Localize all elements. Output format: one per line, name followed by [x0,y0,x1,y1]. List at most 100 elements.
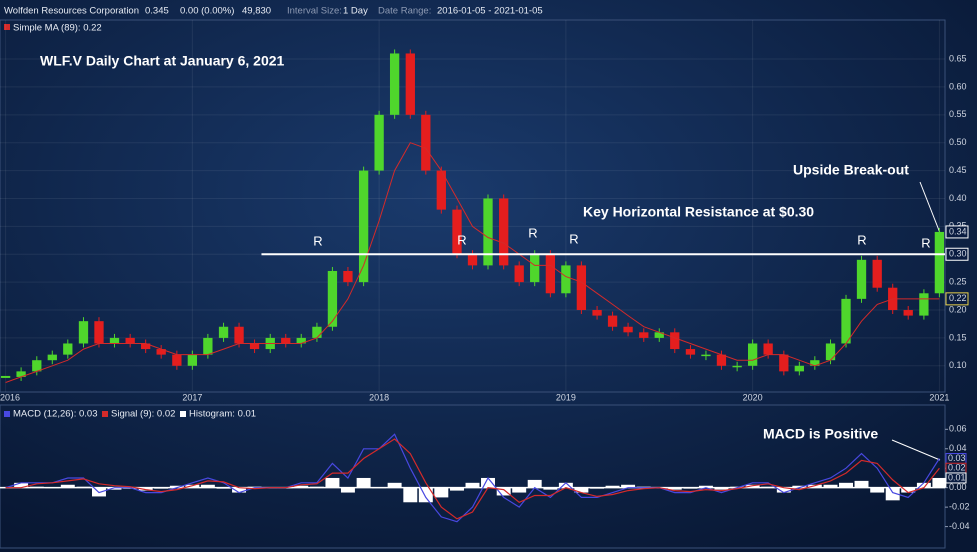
candle [716,354,727,366]
candle [639,332,649,338]
candle [561,265,571,294]
candle [327,270,338,327]
histogram-bar [512,487,527,493]
company: Wolfden Resources Corporation [4,6,139,17]
candle [0,375,11,378]
volume: 49,830 [242,6,271,17]
histogram-bar [387,482,402,488]
histogram-bar [605,485,620,488]
y-tick-label: 0.06 [949,424,967,434]
candle [607,315,618,327]
histogram-bar [714,487,729,490]
candle [249,343,260,350]
price-tag [945,292,969,306]
candle [172,354,182,366]
candle [405,53,415,115]
candle [685,349,696,355]
resistance-marker: R [528,225,537,240]
candle [654,332,664,338]
histogram-bar [434,487,449,498]
histogram-bar [200,484,215,488]
candle [872,259,882,288]
candle [16,371,26,377]
histogram-bar [776,487,791,493]
range: 2016-01-05 - 2021-01-05 [437,6,543,17]
histogram-bar [792,485,807,488]
price-panel [0,19,946,393]
resistance-marker: R [569,231,578,246]
candle [374,114,384,171]
price: 0.345 [145,6,169,17]
candle [934,231,945,294]
macd-tag-label: 0.02 [948,463,966,473]
candle [825,343,836,361]
legend-swatch [4,411,10,417]
x-tick-label: 2019 [556,392,576,402]
y-tick-label: 0.40 [949,193,967,203]
macd-tag-label: 0.01 [948,472,966,482]
price-tag-label: 0.34 [949,226,967,236]
macd-line [5,438,940,520]
candle [530,254,540,283]
candle [919,293,929,316]
resistance-marker: R [313,233,322,248]
candle [32,360,42,372]
moving-average [5,142,940,383]
candle [436,170,446,210]
candle [296,337,306,344]
candle [856,259,867,299]
candle [203,337,213,355]
candle [747,343,758,366]
candle [763,343,773,355]
histogram-bar [403,487,418,503]
candle [701,354,711,357]
candle [109,337,120,344]
y-tick-label: 0.25 [949,277,967,287]
histogram-bar [496,487,511,496]
histogram-bar [916,482,931,488]
candle [467,254,478,266]
resistance-marker: R [457,232,466,247]
candle [732,365,742,368]
histogram-bar [14,482,29,488]
interval-label: Interval Size: [287,6,342,17]
price-tag [945,225,969,239]
x-tick-label: 2018 [369,392,389,402]
y-tick-label: -0.02 [949,502,970,512]
x-tick-label: 2017 [182,392,202,402]
legend-entry: MACD (12,26): 0.03 [13,409,97,420]
arrow [891,439,941,461]
candle [125,337,135,344]
y-tick-label: 0.04 [949,443,967,453]
candle [483,198,493,266]
histogram-bar [232,487,247,493]
y-tick-label: 0.00 [949,482,967,492]
candle [576,265,587,311]
interval: 1 Day [343,6,368,17]
y-tick-label: 0.50 [949,137,967,147]
candle [358,170,369,283]
annotation: Upside Break-out [793,162,909,178]
annotation: Key Horizontal Resistance at $0.30 [583,204,814,220]
candle [794,365,804,372]
candle [94,321,104,344]
price-tag-label: 0.30 [949,249,967,259]
histogram-bar [325,477,340,488]
y-tick-label: 0.55 [949,109,967,119]
candle [47,354,57,361]
macd-tag [945,472,967,484]
histogram-bar [885,487,900,501]
histogram-bar [450,487,464,491]
price-tag-label: 0.22 [949,293,967,303]
arrow [919,181,943,239]
y-tick-label: 0.15 [949,332,967,342]
candle [810,360,820,366]
candle [903,310,913,316]
x-tick-label: 2020 [743,392,763,402]
chart-title: WLF.V Daily Chart at January 6, 2021 [40,53,285,69]
histogram-bar [574,487,589,493]
y-tick-label: 0.45 [949,165,967,175]
histogram-bar [527,479,542,488]
